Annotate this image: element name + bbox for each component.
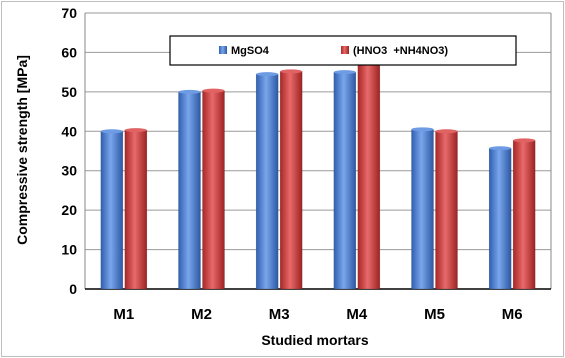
- bar-top-cap: [513, 138, 536, 143]
- bar-top-cap: [280, 69, 303, 74]
- x-tick-label: M5: [424, 306, 445, 323]
- legend-swatch-mgso4: [219, 46, 227, 54]
- y-tick-label: 70: [61, 5, 77, 21]
- y-axis-label: Compressive strength [MPa]: [14, 55, 30, 245]
- y-tick-label: 60: [61, 44, 77, 60]
- bar-hno3-nh4no3-m5: [435, 131, 458, 290]
- bar-top-cap: [100, 129, 123, 134]
- bar-top-cap: [202, 88, 225, 93]
- y-tick-label: 50: [61, 84, 77, 100]
- x-tick-label: M1: [113, 306, 134, 323]
- x-tick-label: M3: [269, 306, 290, 323]
- y-tick-label: 20: [61, 202, 77, 218]
- bars: [100, 57, 536, 290]
- y-tick-label: 40: [61, 123, 77, 139]
- y-tick-label: 0: [69, 281, 77, 297]
- bar-mgso4-m3: [255, 73, 279, 290]
- bar-hno3-nh4no3-m6: [512, 140, 536, 290]
- bar-mgso4-m4: [333, 71, 357, 290]
- x-axis-label: Studied mortars: [261, 332, 369, 348]
- bar-mgso4-m6: [488, 147, 512, 290]
- bar-top-cap: [178, 89, 201, 94]
- legend-label-hno3-nh4no3: (HNO3 +NH4NO3): [353, 45, 448, 57]
- plot-area: [84, 12, 552, 290]
- x-tick-label: M6: [502, 306, 523, 323]
- bar-top-cap: [411, 127, 434, 132]
- bar-mgso4-m2: [178, 91, 201, 290]
- bar-mgso4-m1: [100, 131, 124, 290]
- bar-hno3-nh4no3-m2: [202, 90, 225, 290]
- bar-hno3-nh4no3-m3: [279, 71, 303, 290]
- bar-top-cap: [124, 128, 147, 133]
- y-tick-label: 30: [61, 163, 77, 179]
- bar-top-cap: [256, 72, 279, 77]
- bar-mgso4-m5: [411, 129, 434, 290]
- legend-swatch-hno3-nh4no3: [341, 46, 349, 54]
- x-tick-label: M4: [346, 306, 367, 323]
- y-axis-ticks: 0 10 20 30 40 50 60 70: [61, 5, 77, 297]
- bar-top-cap: [489, 146, 512, 151]
- bar-hno3-nh4no3-m1: [124, 129, 148, 290]
- x-axis-ticks: M1 M2 M3 M4 M5 M6: [113, 306, 522, 323]
- bar-hno3-nh4no3-m4: [357, 59, 381, 290]
- bar-top-cap: [333, 70, 356, 75]
- legend: MgSO4 (HNO3 +NH4NO3): [169, 35, 517, 66]
- x-tick-label: M2: [191, 306, 212, 323]
- bar-top-cap: [435, 129, 458, 134]
- legend-label-mgso4: MgSO4: [231, 45, 270, 57]
- y-tick-label: 10: [61, 242, 77, 258]
